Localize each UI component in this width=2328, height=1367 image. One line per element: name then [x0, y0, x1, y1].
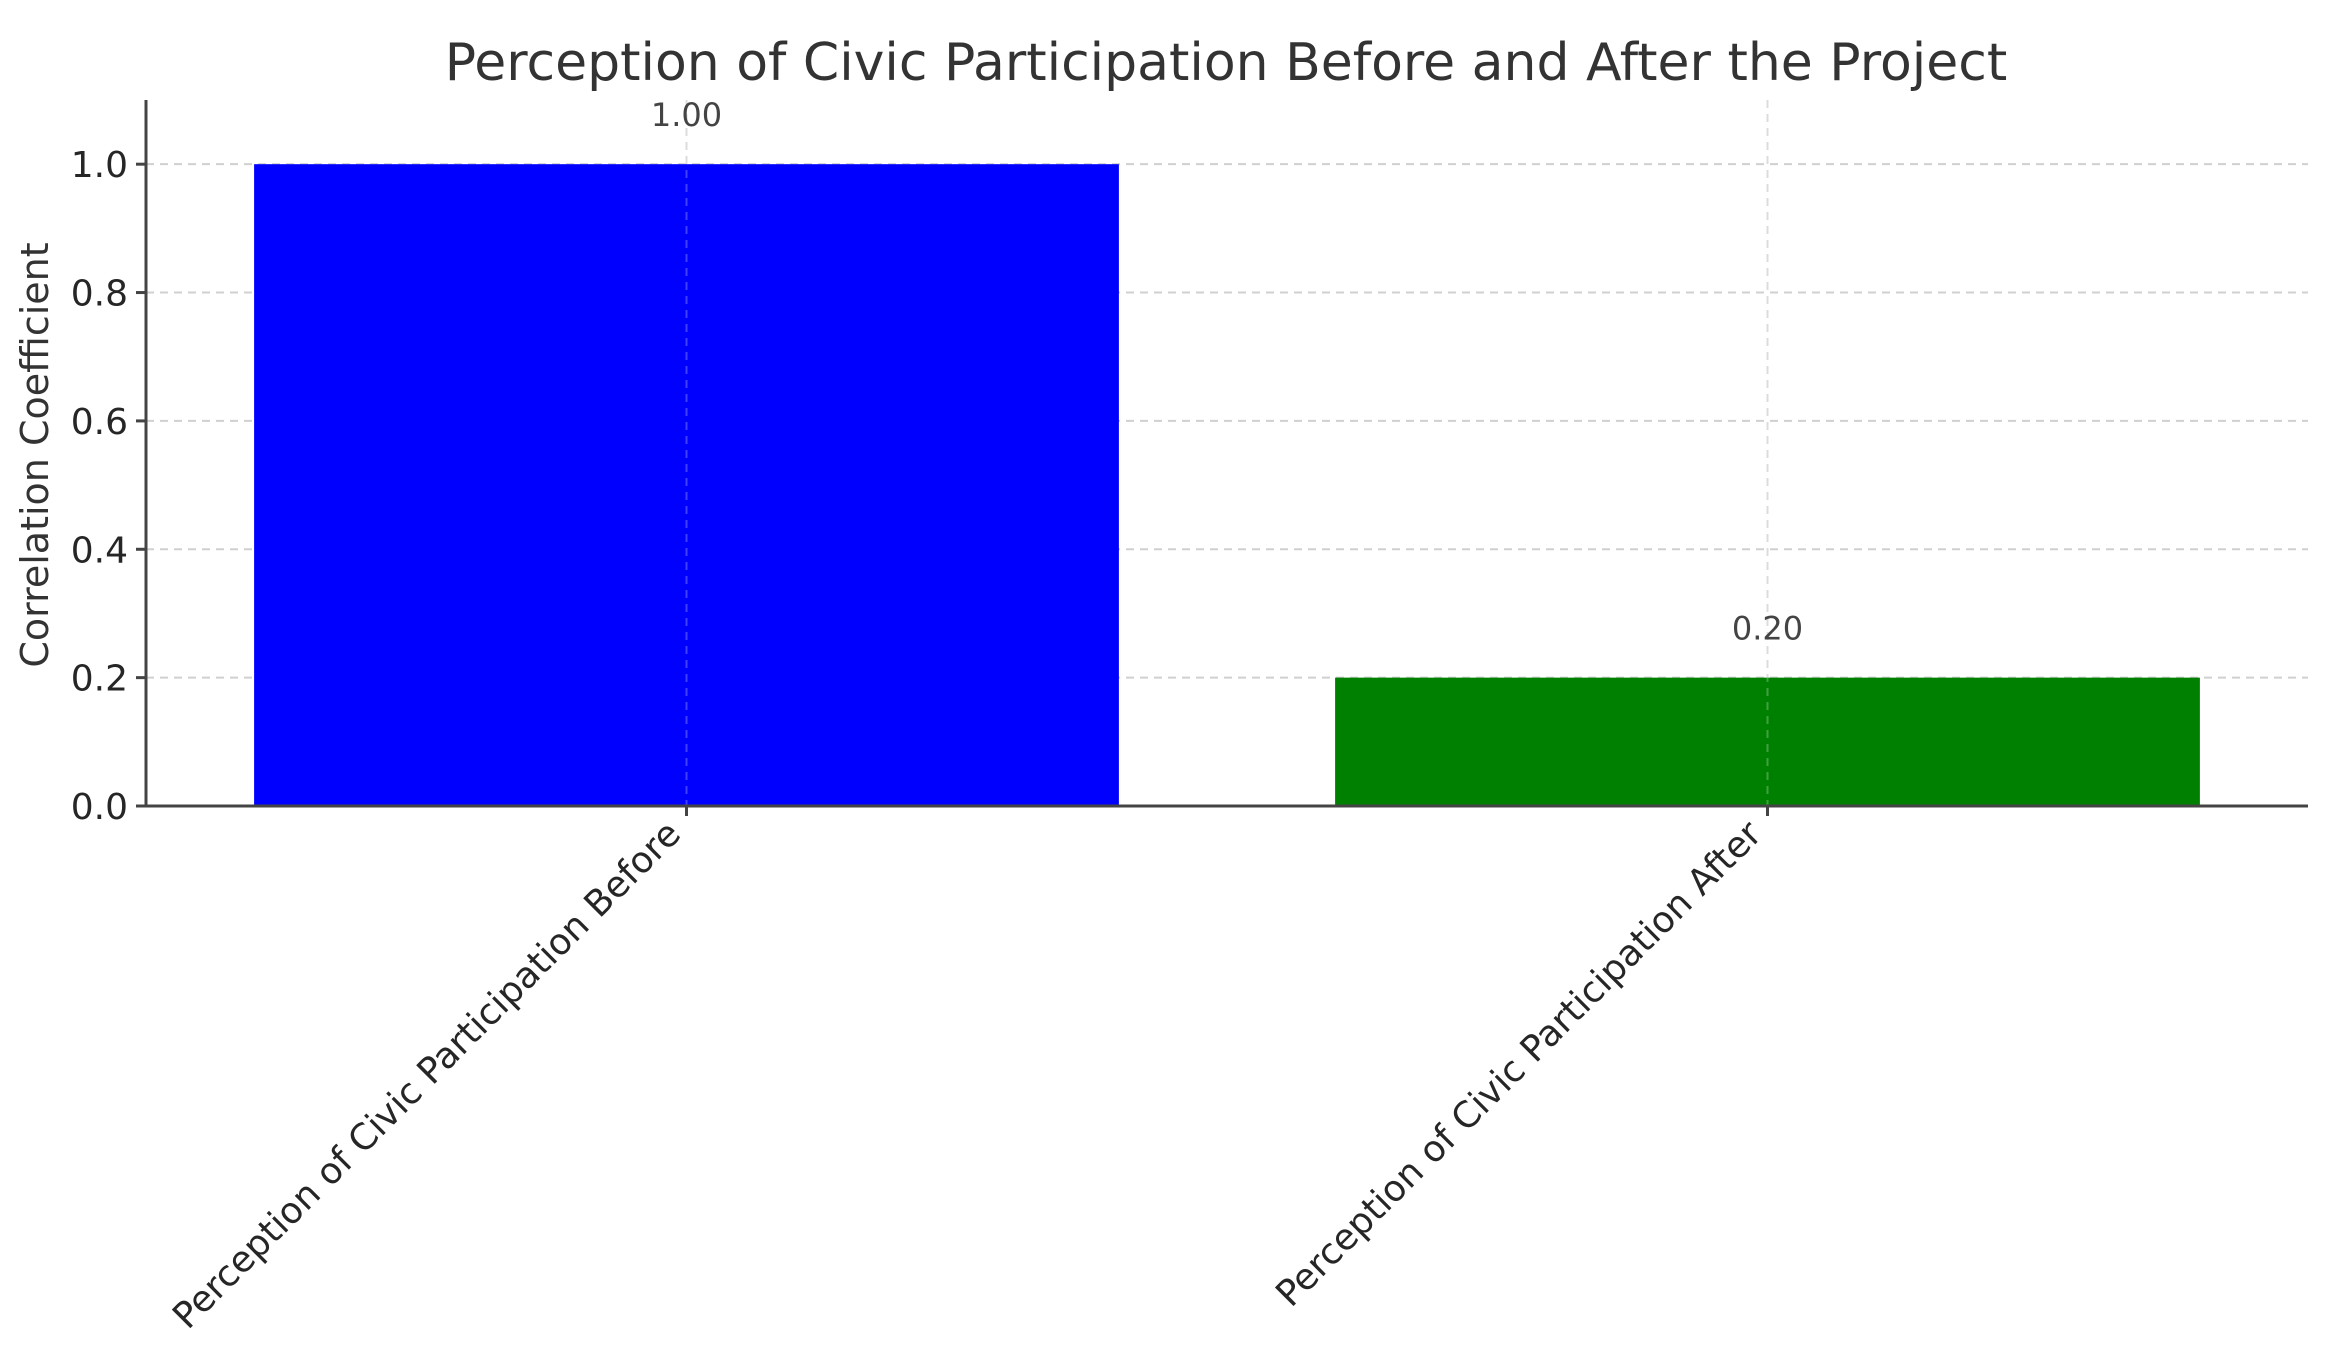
- y-axis-label: Correlation Coefficient: [13, 242, 57, 667]
- y-tick-layer: 0.0 0.2 0.4 0.6 0.8 1.0: [71, 145, 146, 828]
- y-tick-label: 0.2: [71, 659, 128, 700]
- y-tick-label: 0.0: [71, 787, 128, 828]
- y-tick-label: 0.4: [71, 530, 128, 571]
- x-tick-label: Perception of Civic Participation Before: [165, 813, 689, 1337]
- bar: [1335, 677, 2200, 806]
- bar-layer: [254, 100, 2200, 806]
- value-label-layer: 1.00 0.20: [651, 96, 1803, 647]
- x-tick-layer: Perception of Civic Participation Before…: [165, 806, 1770, 1337]
- y-tick-label: 1.0: [71, 145, 128, 186]
- bar: [254, 164, 1119, 806]
- bar-value-label: 1.00: [651, 96, 722, 134]
- y-tick-label: 0.6: [71, 402, 128, 443]
- chart-title: Perception of Civic Participation Before…: [445, 33, 2007, 93]
- x-tick-label: Perception of Civic Participation After: [1268, 813, 1770, 1315]
- bar-value-label: 0.20: [1732, 610, 1803, 648]
- y-tick-label: 0.8: [71, 274, 128, 315]
